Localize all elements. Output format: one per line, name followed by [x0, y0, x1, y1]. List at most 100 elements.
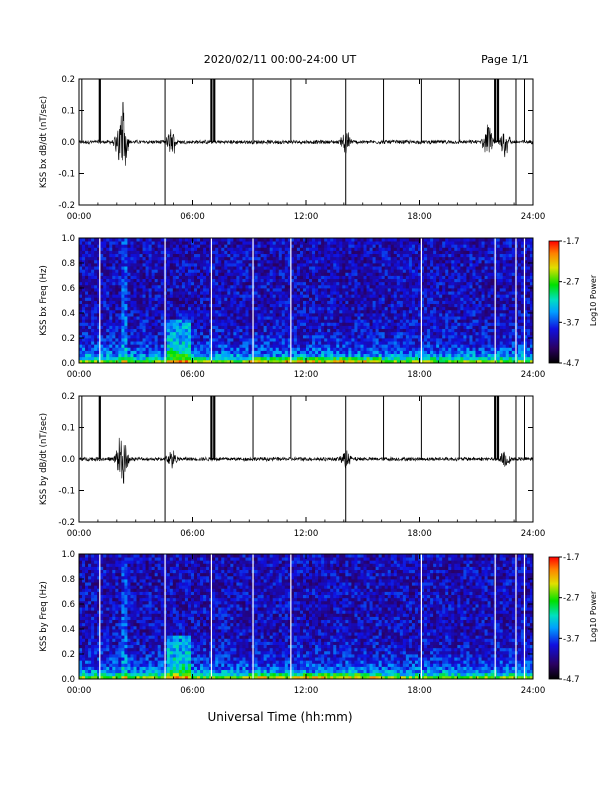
bx-spectrogram-cell [88, 294, 92, 298]
bx-spectrogram-cell [142, 269, 146, 273]
bx-spectrogram-cell [233, 328, 237, 333]
bx-spectrogram-cell [136, 303, 140, 308]
bx-spectrogram-cell [302, 344, 307, 348]
bx-spectrogram-cell [290, 263, 295, 267]
bx-spectrogram-cell [139, 266, 143, 270]
bx-spectrogram-cell [421, 253, 425, 258]
bx-spectrogram-cell [263, 281, 268, 286]
bx-spectrogram-cell [296, 288, 301, 292]
bx-spectrogram-cell [296, 281, 301, 286]
bx-spectrogram-cell [363, 284, 367, 289]
bx-spectrogram-cell [79, 288, 83, 292]
bx-spectrogram-cell [194, 347, 198, 351]
bx-spectrogram-cell [178, 328, 183, 333]
bx-spectrogram-cell [296, 291, 301, 295]
bx-spectrogram-cell [369, 294, 373, 298]
bx-spectrogram-cell [200, 347, 204, 351]
bx-spectrogram-cell [357, 266, 361, 270]
bx-spectrogram-cell [127, 278, 131, 283]
bx-spectrogram-cell [85, 353, 89, 358]
bx-spectrogram-cell [97, 344, 101, 348]
bx-spectrogram-cell [330, 272, 334, 276]
bx-spectrogram-cell [408, 247, 413, 251]
bx-spectrogram-cell [390, 291, 395, 295]
bx-spectrogram-cell [387, 338, 392, 342]
bx-spectrogram-cell [124, 322, 128, 326]
bx-spectrogram-cell [387, 347, 392, 351]
bx-spectrogram-cell [215, 253, 219, 258]
bx-spectrogram-cell [206, 303, 210, 308]
bx-spectrogram-cell [197, 259, 201, 264]
bx-spectrogram-cell [248, 256, 252, 261]
bx-spectrogram-cell [375, 247, 380, 251]
bx-spectrogram-cell [82, 316, 86, 320]
bx-spectrogram-cell [230, 294, 234, 298]
bx-spectrogram-cell [421, 309, 425, 314]
bx-spectrogram-cell [299, 328, 304, 333]
bx-spectrogram-cell [302, 309, 307, 314]
bx-spectrogram-cell [408, 259, 413, 264]
bx-spectrogram-cell [330, 275, 334, 280]
bx-spectrogram-cell [124, 275, 128, 280]
bx-spectrogram-cell [387, 309, 392, 314]
bx-spectrogram-cell [348, 319, 352, 323]
bx-spectrogram-cell [309, 244, 313, 248]
bx-spectrogram-cell [106, 238, 110, 242]
bx-spectrogram-cell [160, 272, 165, 276]
bx-spectrogram-cell [187, 341, 192, 345]
bx-spectrogram-cell [236, 334, 240, 339]
bx-spectrogram-cell [442, 241, 446, 245]
bx-spectrogram-cell [378, 325, 383, 330]
bx-spectrogram-cell [287, 263, 292, 267]
bx-spectrogram-cell [218, 309, 222, 314]
bx-spectrogram-cell [169, 306, 174, 311]
bx-spectrogram-cell [381, 347, 386, 351]
bx-spectrogram-cell [166, 356, 171, 361]
bx-spectrogram-cell [130, 288, 134, 292]
bx-spectrogram-cell [448, 316, 452, 320]
bx-spectrogram-cell [227, 356, 231, 361]
bx-spectrogram-cell [433, 309, 437, 314]
bx-spectrogram-cell [103, 256, 107, 261]
bx-spectrogram-cell [339, 250, 343, 255]
bx-spectrogram-cell [148, 291, 153, 295]
bx-spectrogram-cell [299, 356, 304, 361]
bx-spectrogram-cell [121, 259, 125, 264]
bx-spectrogram-cell [336, 322, 340, 326]
bx-spectrogram-cell [215, 288, 219, 292]
bx-spectrogram-cell [175, 250, 180, 255]
bx-spectrogram-cell [215, 275, 219, 280]
bx-spectrogram-cell [266, 281, 271, 286]
bx-spectrogram-cell [442, 253, 446, 258]
bx-spectrogram-cell [315, 247, 319, 251]
bx-spectrogram-cell [103, 338, 107, 342]
bx-spectrogram-cell [309, 272, 313, 276]
bx-spectrogram-cell [430, 244, 434, 248]
bx-spectrogram-cell [436, 238, 440, 242]
bx-spectrogram-cell [194, 291, 198, 295]
bx-spectrogram-cell [287, 359, 292, 364]
bx-spectrogram-cell [266, 272, 271, 276]
bx-spectrogram-cell [221, 250, 225, 255]
bx-spectrogram-cell [230, 341, 234, 345]
bx-spectrogram-cell [197, 241, 201, 245]
bx-spectrogram-cell [272, 306, 277, 311]
bx-spectrogram-cell [136, 294, 140, 298]
bx-spectrogram-cell [345, 322, 349, 326]
bx-spectrogram-cell [299, 253, 304, 258]
bx-spectrogram-cell [245, 338, 249, 342]
bx-spectrogram-cell [148, 313, 153, 317]
bx-spectrogram-cell [284, 306, 289, 311]
bx-spectrogram-cell [248, 281, 252, 286]
bx-spectrogram-cell [321, 253, 325, 258]
bx-spectrogram-cell [284, 359, 289, 364]
bx-spectrogram-cell [227, 294, 231, 298]
bx-spectrogram-cell [97, 350, 101, 355]
bx-spectrogram-cell [127, 291, 131, 295]
bx-spectrogram-cell [417, 300, 422, 305]
bx-spectrogram-cell [88, 338, 92, 342]
bx-spectrogram-cell [402, 288, 407, 292]
bx-spectrogram-cell [224, 350, 228, 355]
bx-spectrogram-cell [393, 269, 398, 273]
bx-spectrogram-cell [296, 284, 301, 289]
